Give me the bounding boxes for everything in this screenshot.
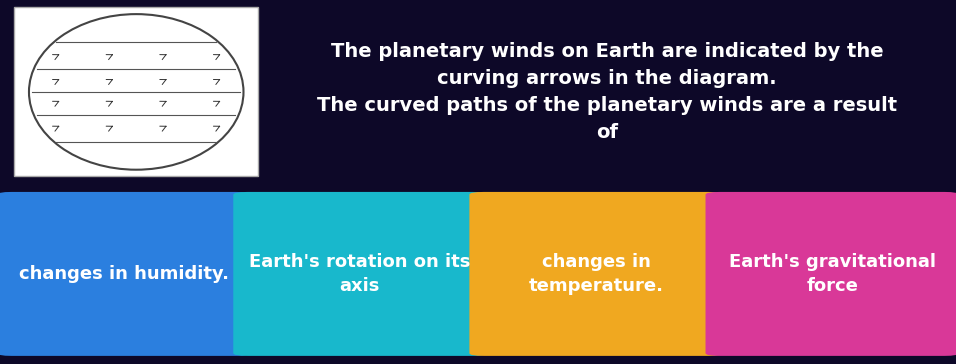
- FancyBboxPatch shape: [233, 192, 487, 356]
- Text: Earth's gravitational
force: Earth's gravitational force: [728, 253, 936, 295]
- FancyBboxPatch shape: [14, 7, 258, 177]
- FancyBboxPatch shape: [0, 192, 250, 356]
- Text: Earth's rotation on its
axis: Earth's rotation on its axis: [250, 253, 470, 295]
- FancyBboxPatch shape: [706, 192, 956, 356]
- Text: The planetary winds on Earth are indicated by the
curving arrows in the diagram.: The planetary winds on Earth are indicat…: [317, 41, 897, 142]
- Text: changes in
temperature.: changes in temperature.: [529, 253, 663, 295]
- Text: changes in humidity.: changes in humidity.: [19, 265, 228, 283]
- FancyBboxPatch shape: [469, 192, 723, 356]
